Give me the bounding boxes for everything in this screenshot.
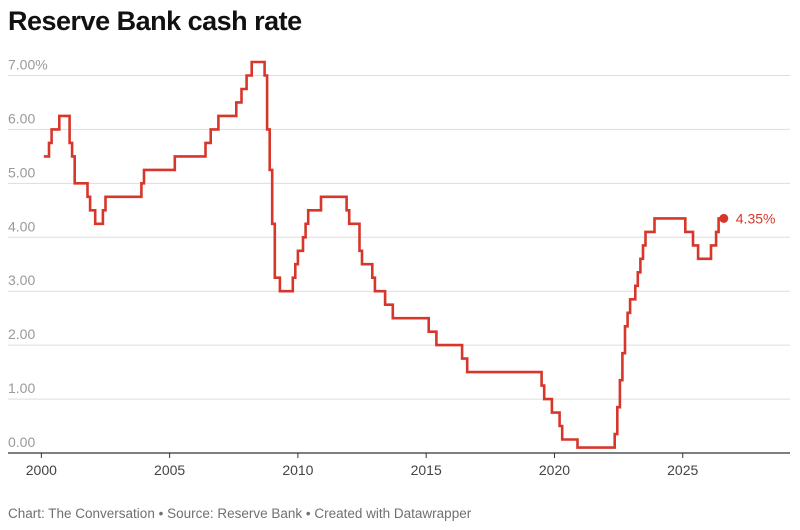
x-tick-label: 2015: [411, 462, 442, 478]
series-layer: [43, 60, 724, 449]
x-axis-ticks: 2000 2005 2010 2015 2020 2025: [26, 453, 699, 478]
x-tick-label: 2020: [539, 462, 570, 478]
chart-svg: 0.001.002.003.004.005.006.007.00% 2000 20…: [8, 56, 790, 478]
latest-value-label: 4.35%: [736, 210, 776, 226]
footer-separator-1: •: [154, 506, 168, 521]
chart-footer: Chart: The Conversation • Source: Reserv…: [8, 506, 471, 521]
latest-value-dot: [719, 213, 729, 223]
y-tick-label: 0.00: [8, 434, 35, 450]
annotation-layer: 4.35%: [719, 210, 775, 226]
grid-lines: [8, 74, 790, 400]
cash-rate-line: [43, 60, 724, 449]
y-tick-label: 7.00%: [8, 56, 48, 72]
x-tick-label: 2010: [282, 462, 313, 478]
y-tick-label: 6.00: [8, 110, 35, 126]
footer-separator-2: •: [302, 506, 315, 521]
y-tick-label: 5.00: [8, 164, 35, 180]
footer-made-with: Created with Datawrapper: [314, 506, 472, 521]
footer-source: Source: Reserve Bank: [167, 506, 303, 521]
y-tick-label: 3.00: [8, 272, 35, 288]
chart-title: Reserve Bank cash rate: [8, 6, 302, 36]
x-tick-label: 2000: [26, 462, 57, 478]
y-tick-label: 2.00: [8, 326, 35, 342]
y-tick-label: 4.00: [8, 218, 35, 234]
x-tick-label: 2025: [667, 462, 698, 478]
y-axis-ticks: 0.00 1.00 2.00 3.00 4.00 5.00 6.00 7.00%: [8, 56, 48, 450]
footer-credit: Chart: The Conversation: [8, 506, 155, 521]
y-tick-label: 1.00: [8, 380, 35, 396]
x-tick-label: 2005: [154, 462, 185, 478]
